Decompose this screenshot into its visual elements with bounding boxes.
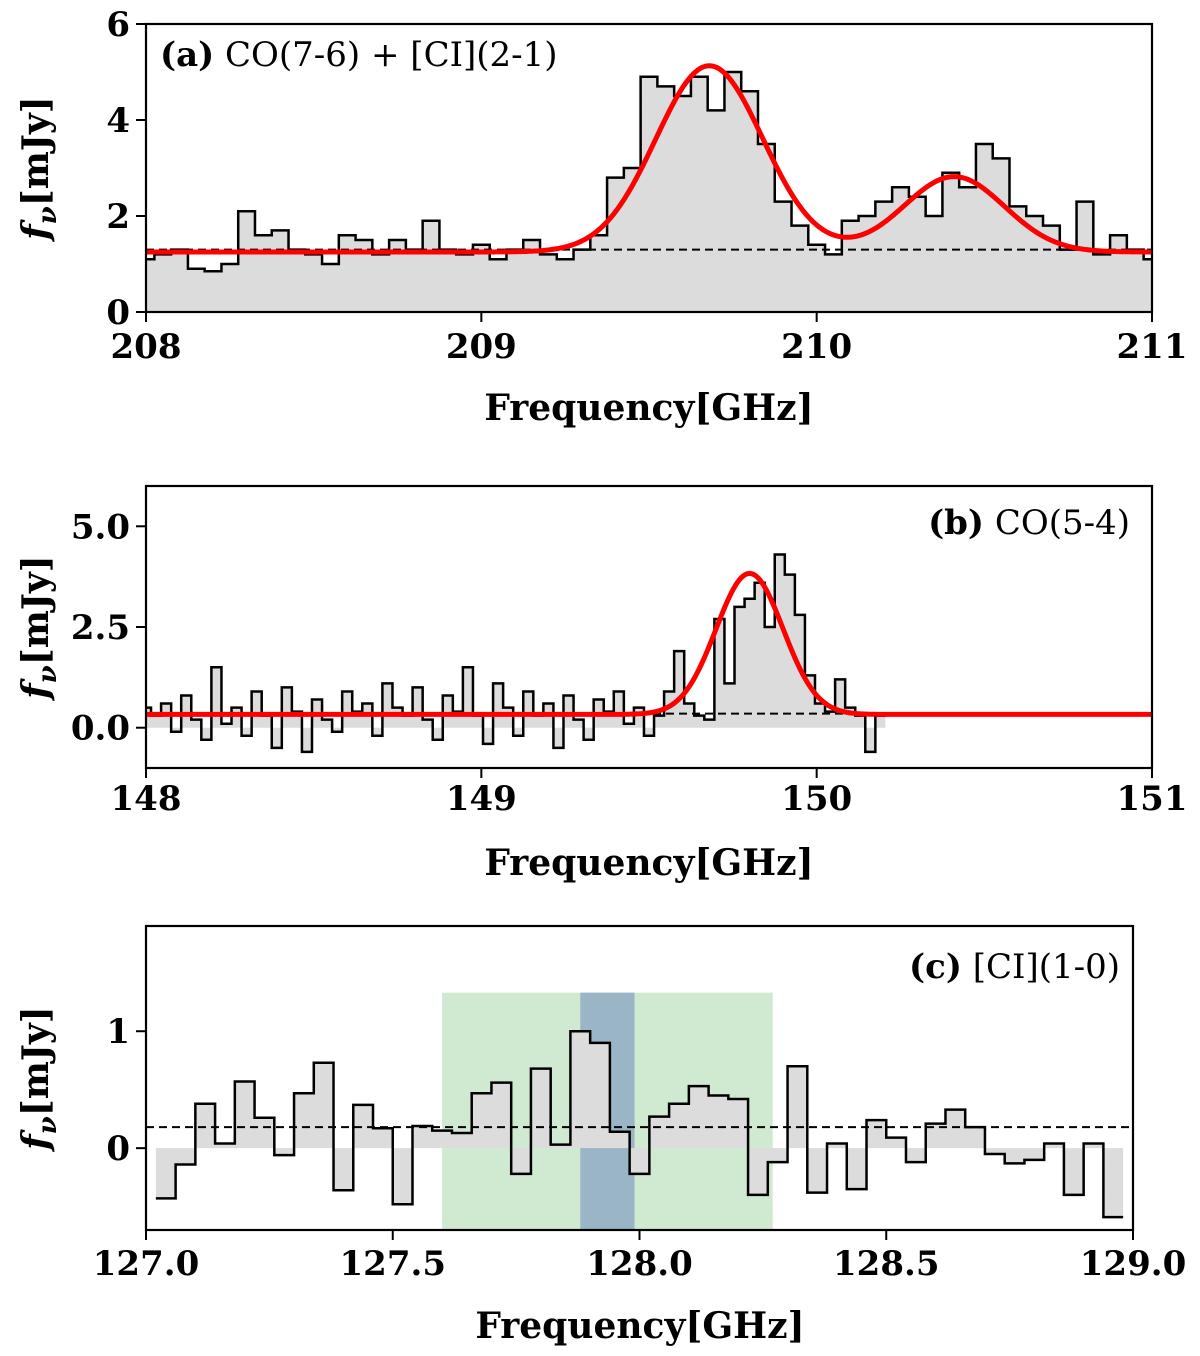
axes-frame bbox=[144, 22, 1154, 314]
plot-area bbox=[146, 63, 1152, 312]
y-label-subscript: ν bbox=[33, 665, 63, 683]
y-label-unit: [mJy] bbox=[15, 96, 57, 206]
x-axis-label: Frequency[GHz] bbox=[475, 1305, 804, 1347]
gaussian-fit-line bbox=[146, 570, 1152, 717]
x-tick-label: 210 bbox=[781, 327, 852, 367]
panel-title: (a) CO(7-6) + [CI](2-1) bbox=[160, 35, 558, 75]
panel-label: (a) bbox=[160, 35, 214, 75]
plot-area bbox=[146, 992, 1133, 1230]
y-tick-label: 4 bbox=[106, 101, 130, 141]
y-label-subscript: ν bbox=[33, 206, 63, 224]
panel-title: (b) CO(5-4) bbox=[928, 503, 1130, 543]
panel-a: 208 209 210 211 0 2 4 6 Frequency[GHz] fν[mJy] (a)… bbox=[15, 5, 1187, 429]
gaussian-fit-line bbox=[146, 63, 1152, 255]
panel-c: 127.0 127.5 128.0 128.5 129.0 0 1 Frequency[GHz… bbox=[15, 924, 1186, 1347]
y-tick-label: 6 bbox=[106, 5, 130, 45]
x-tick-label: 150 bbox=[781, 779, 852, 819]
y-label-subscript: ν bbox=[33, 1116, 63, 1134]
y-tick-label: 0.0 bbox=[71, 709, 130, 749]
y-tick-label: 1 bbox=[106, 1012, 130, 1052]
panel-line-name: CO(5-4) bbox=[984, 503, 1130, 543]
y-tick-label: 0 bbox=[106, 1129, 130, 1169]
panel-b: 148 149 150 151 0.0 2.5 5.0 Frequency[GHz] fν[mJ… bbox=[15, 484, 1188, 884]
x-tick-label: 151 bbox=[1117, 779, 1188, 819]
y-axis-label: fν[mJy] bbox=[15, 1006, 63, 1153]
x-axis-label: Frequency[GHz] bbox=[484, 387, 813, 429]
panel-line-name: [CI](1-0) bbox=[962, 947, 1120, 987]
panel-label: (c) bbox=[909, 947, 962, 987]
x-tick-label: 129.0 bbox=[1080, 1244, 1186, 1284]
spectrum-fill bbox=[155, 1031, 1124, 1218]
spectrum-step bbox=[155, 1029, 1124, 1219]
x-tick-label: 127.0 bbox=[93, 1244, 199, 1284]
y-axis-label: fν[mJy] bbox=[15, 96, 63, 243]
x-tick-label: 208 bbox=[111, 327, 182, 367]
spectrum-fill bbox=[146, 72, 1152, 312]
y-label-unit: [mJy] bbox=[15, 1006, 57, 1116]
panel-title: (c) [CI](1-0) bbox=[909, 947, 1120, 987]
panel-label: (b) bbox=[928, 503, 984, 543]
x-tick-label: 128.5 bbox=[833, 1244, 939, 1284]
plot-area bbox=[146, 553, 1152, 754]
y-tick-label: 0 bbox=[106, 293, 130, 333]
y-tick-label: 2.5 bbox=[71, 608, 130, 648]
y-tick-label: 5.0 bbox=[71, 507, 130, 547]
y-axis-label: fν[mJy] bbox=[15, 555, 63, 702]
y-tick-label: 2 bbox=[106, 197, 130, 237]
spectrum-fill bbox=[146, 554, 886, 752]
x-tick-label: 127.5 bbox=[340, 1244, 446, 1284]
y-label-unit: [mJy] bbox=[15, 555, 57, 665]
x-tick-label: 209 bbox=[446, 327, 517, 367]
x-tick-label: 149 bbox=[446, 779, 517, 819]
x-tick-label: 148 bbox=[111, 779, 182, 819]
x-axis-label: Frequency[GHz] bbox=[484, 842, 813, 884]
panel-line-name: CO(7-6) + [CI](2-1) bbox=[214, 35, 557, 75]
x-tick-label: 211 bbox=[1117, 327, 1188, 367]
x-tick-label: 128.0 bbox=[586, 1244, 692, 1284]
